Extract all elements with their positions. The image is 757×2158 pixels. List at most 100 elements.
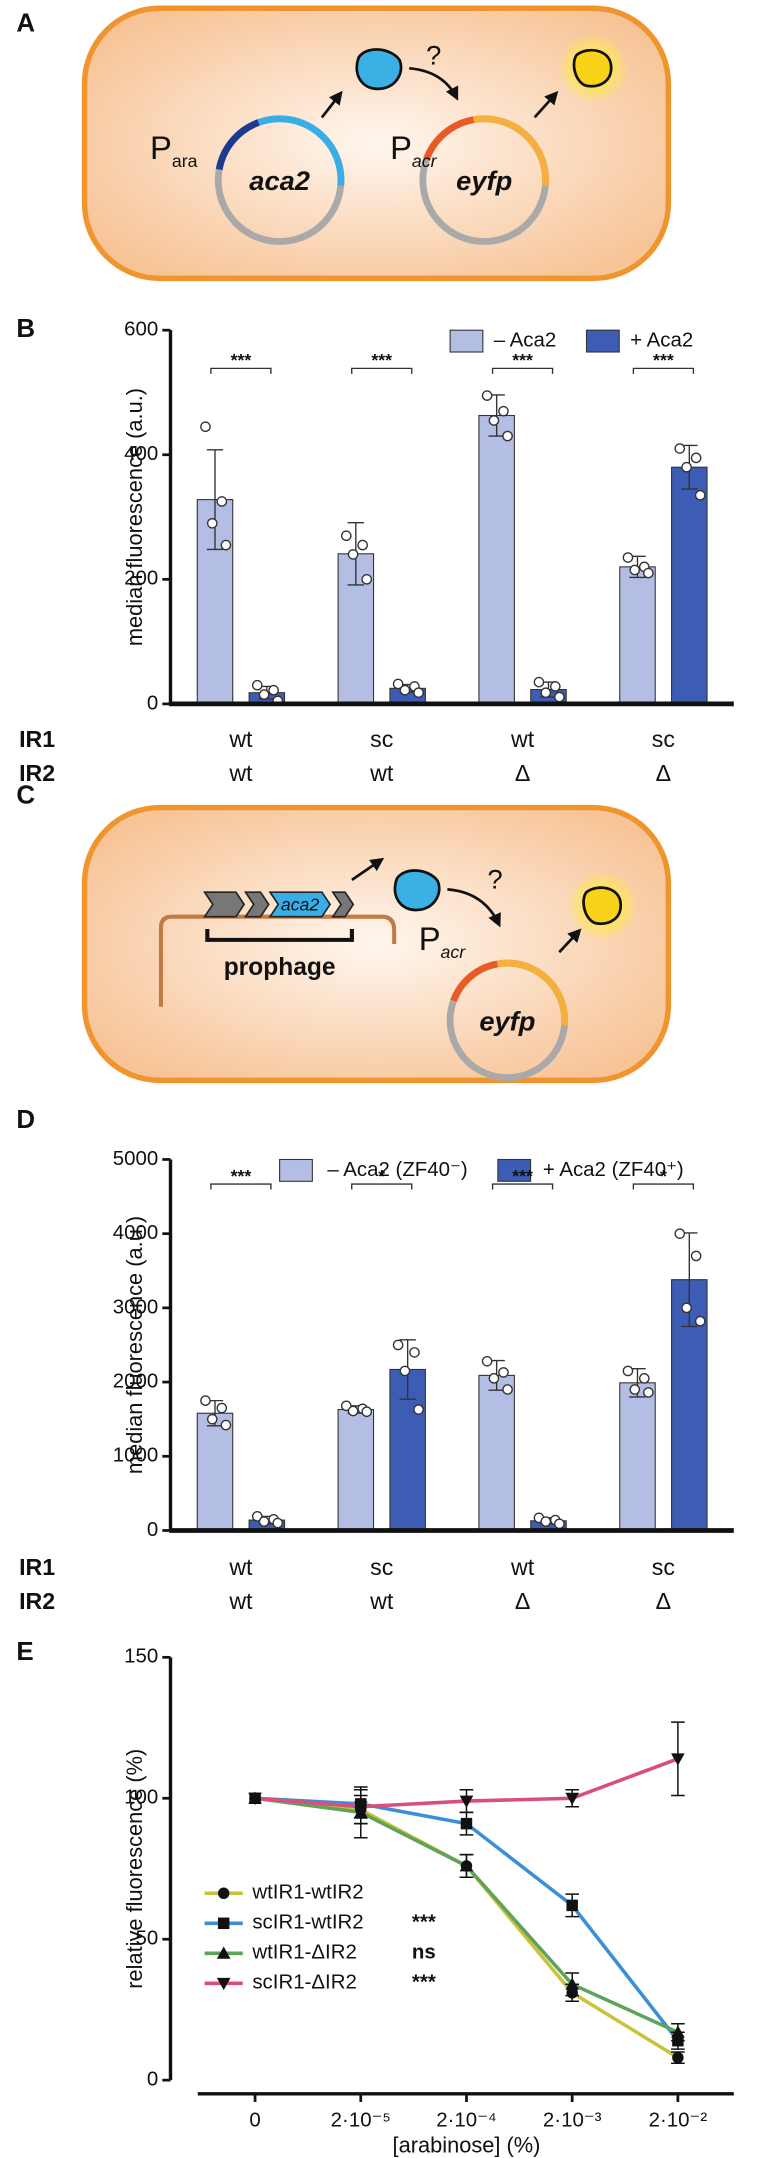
y-tick-label: 150 — [124, 1645, 158, 1668]
sig-bracket — [491, 1183, 554, 1190]
data-point — [392, 1339, 404, 1351]
data-point — [549, 681, 561, 692]
group-label: sc — [370, 726, 393, 752]
gene-arrow — [268, 891, 332, 918]
sig-label: *** — [512, 350, 533, 370]
legend-label: wtIR1-ΔIR2 — [251, 1941, 357, 1964]
sig-bracket — [632, 367, 695, 374]
promoter-sub: acr — [412, 151, 438, 171]
group-label: wt — [228, 760, 253, 786]
y-axis-label: relative fluorescence (%) — [122, 1749, 147, 1989]
legend-label: + Aca2 (ZF40⁺) — [543, 1158, 684, 1181]
data-point — [220, 539, 232, 551]
promoter: P — [150, 129, 172, 166]
data-point — [533, 676, 545, 688]
arrow — [351, 857, 385, 881]
y-tick-label: 2000 — [113, 1369, 158, 1392]
data-point — [694, 1315, 706, 1327]
bar — [196, 1412, 234, 1532]
panel-label: C — [16, 782, 35, 810]
group-label: Δ — [656, 1588, 671, 1614]
y-tick-label: 4000 — [113, 1221, 158, 1244]
diagram-c: aca2 prophage ? P acr eyfp — [81, 804, 672, 1084]
group-label: Δ — [656, 760, 671, 786]
yfp-cell — [582, 886, 622, 926]
marker — [565, 1792, 580, 1806]
data-point — [629, 1384, 641, 1395]
diagram-a: P ara aca2 P acr eyfp ? — [81, 5, 672, 282]
x-tick-label: 2·10⁻² — [649, 2108, 708, 2131]
cell — [81, 804, 672, 1084]
data-point — [498, 405, 509, 417]
bar — [619, 566, 656, 705]
protein — [355, 48, 403, 91]
data-point — [481, 390, 493, 401]
data-point — [488, 1373, 500, 1384]
sig-bracket — [491, 367, 554, 374]
marker — [672, 2051, 684, 2064]
row-label: IR1 — [19, 726, 55, 752]
bracket — [205, 928, 354, 942]
panel-label: A — [16, 9, 35, 37]
data-point — [399, 1365, 411, 1377]
marker — [459, 1795, 474, 1808]
data-point — [272, 1517, 284, 1529]
marker — [460, 1817, 473, 1830]
panel-label: B — [16, 315, 35, 343]
data-point — [502, 1384, 513, 1395]
group-label: wt — [510, 1554, 535, 1580]
data-point — [638, 1373, 650, 1384]
bar — [619, 1382, 656, 1532]
marker — [565, 1977, 580, 1990]
legend-label: – Aca2 — [494, 329, 557, 352]
data-point — [481, 1355, 493, 1367]
bar — [671, 466, 708, 705]
legend-label: scIR1-ΔIR2 — [252, 1971, 357, 1994]
gene-arrow — [243, 891, 270, 918]
data-point — [347, 549, 359, 560]
legend-label: + Aca2 — [630, 329, 693, 352]
arrow — [447, 888, 501, 928]
marker — [566, 1899, 578, 1912]
data-point — [622, 552, 634, 563]
data-point — [690, 1250, 702, 1262]
data-point — [361, 1406, 373, 1418]
marker — [459, 1859, 474, 1872]
gene: aca2 — [249, 165, 310, 196]
bar — [337, 1408, 375, 1532]
promoter: P — [390, 129, 412, 166]
y-tick-label: 0 — [147, 2068, 158, 2091]
data-point — [540, 1516, 552, 1527]
promoter: P — [419, 920, 441, 957]
y-tick-label: 1000 — [113, 1444, 158, 1467]
sig-bracket — [210, 367, 272, 374]
legend-swatch — [449, 329, 484, 353]
y-tick-label: 0 — [147, 1518, 158, 1541]
arrow — [558, 928, 582, 954]
data-point — [258, 689, 270, 700]
promoter-arc — [450, 960, 499, 1003]
sig-label: *** — [512, 1166, 533, 1186]
gene: eyfp — [456, 165, 512, 196]
data-point — [681, 1302, 692, 1314]
x-axis-label: [arabinose] (%) — [393, 2133, 541, 2158]
sig-bracket — [632, 1183, 695, 1190]
marker — [248, 1792, 262, 1806]
legend-sig: *** — [412, 1971, 436, 1994]
prophage-label: prophage — [224, 954, 336, 981]
data-point — [413, 687, 424, 699]
bar — [478, 414, 515, 705]
y-tick-label: 0 — [147, 691, 158, 714]
group-label: wt — [510, 726, 535, 752]
data-point — [629, 564, 641, 576]
marker — [671, 2025, 685, 2038]
data-point — [258, 1516, 270, 1527]
bar — [478, 1374, 515, 1532]
data-point — [554, 691, 565, 703]
x-tick-label: 0 — [249, 2108, 260, 2131]
arrow — [409, 66, 459, 101]
sig-label: *** — [231, 350, 252, 370]
data-point — [488, 415, 500, 426]
data-point — [498, 1367, 509, 1378]
